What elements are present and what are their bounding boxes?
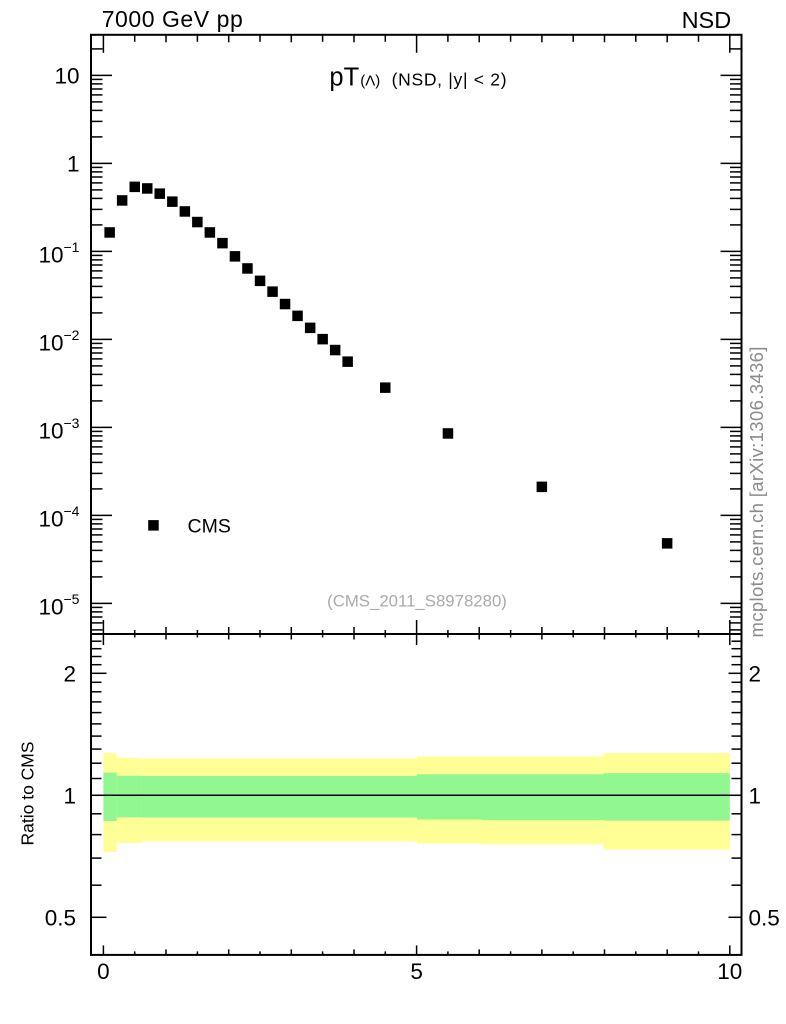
- svg-text:10: 10: [38, 330, 63, 355]
- svg-text:1: 1: [63, 784, 76, 809]
- svg-text:Ratio to CMS: Ratio to CMS: [18, 741, 38, 845]
- svg-text:CMS: CMS: [188, 516, 231, 538]
- svg-text:2: 2: [63, 662, 76, 687]
- svg-text:10: 10: [38, 506, 63, 531]
- svg-text:pT(Λ)(NSD, |y| < 2): pT(Λ) (NSD, |y| < 2): [329, 64, 507, 92]
- svg-text:10: 10: [38, 242, 63, 267]
- svg-text:5: 5: [410, 959, 423, 984]
- svg-text:10: 10: [38, 418, 63, 443]
- svg-text:0: 0: [97, 959, 110, 984]
- svg-text:10: 10: [717, 959, 742, 984]
- svg-text:0.5: 0.5: [45, 906, 76, 931]
- svg-text:−1: −1: [64, 239, 80, 255]
- svg-text:−2: −2: [64, 327, 80, 343]
- svg-text:10: 10: [38, 594, 63, 619]
- svg-text:2: 2: [749, 662, 762, 687]
- svg-text:7000 GeV pp: 7000 GeV pp: [102, 6, 244, 32]
- svg-text:−4: −4: [64, 503, 80, 519]
- svg-text:NSD: NSD: [682, 7, 732, 33]
- svg-text:−3: −3: [64, 415, 80, 431]
- svg-text:0.5: 0.5: [749, 906, 780, 931]
- svg-text:−5: −5: [64, 591, 80, 607]
- svg-text:(CMS_2011_S8978280): (CMS_2011_S8978280): [327, 592, 507, 611]
- svg-text:1: 1: [67, 152, 80, 177]
- svg-text:mcplots.cern.ch [arXiv:1306.34: mcplots.cern.ch [arXiv:1306.3436]: [746, 346, 767, 637]
- svg-text:1: 1: [749, 784, 762, 809]
- svg-text:10: 10: [54, 64, 79, 89]
